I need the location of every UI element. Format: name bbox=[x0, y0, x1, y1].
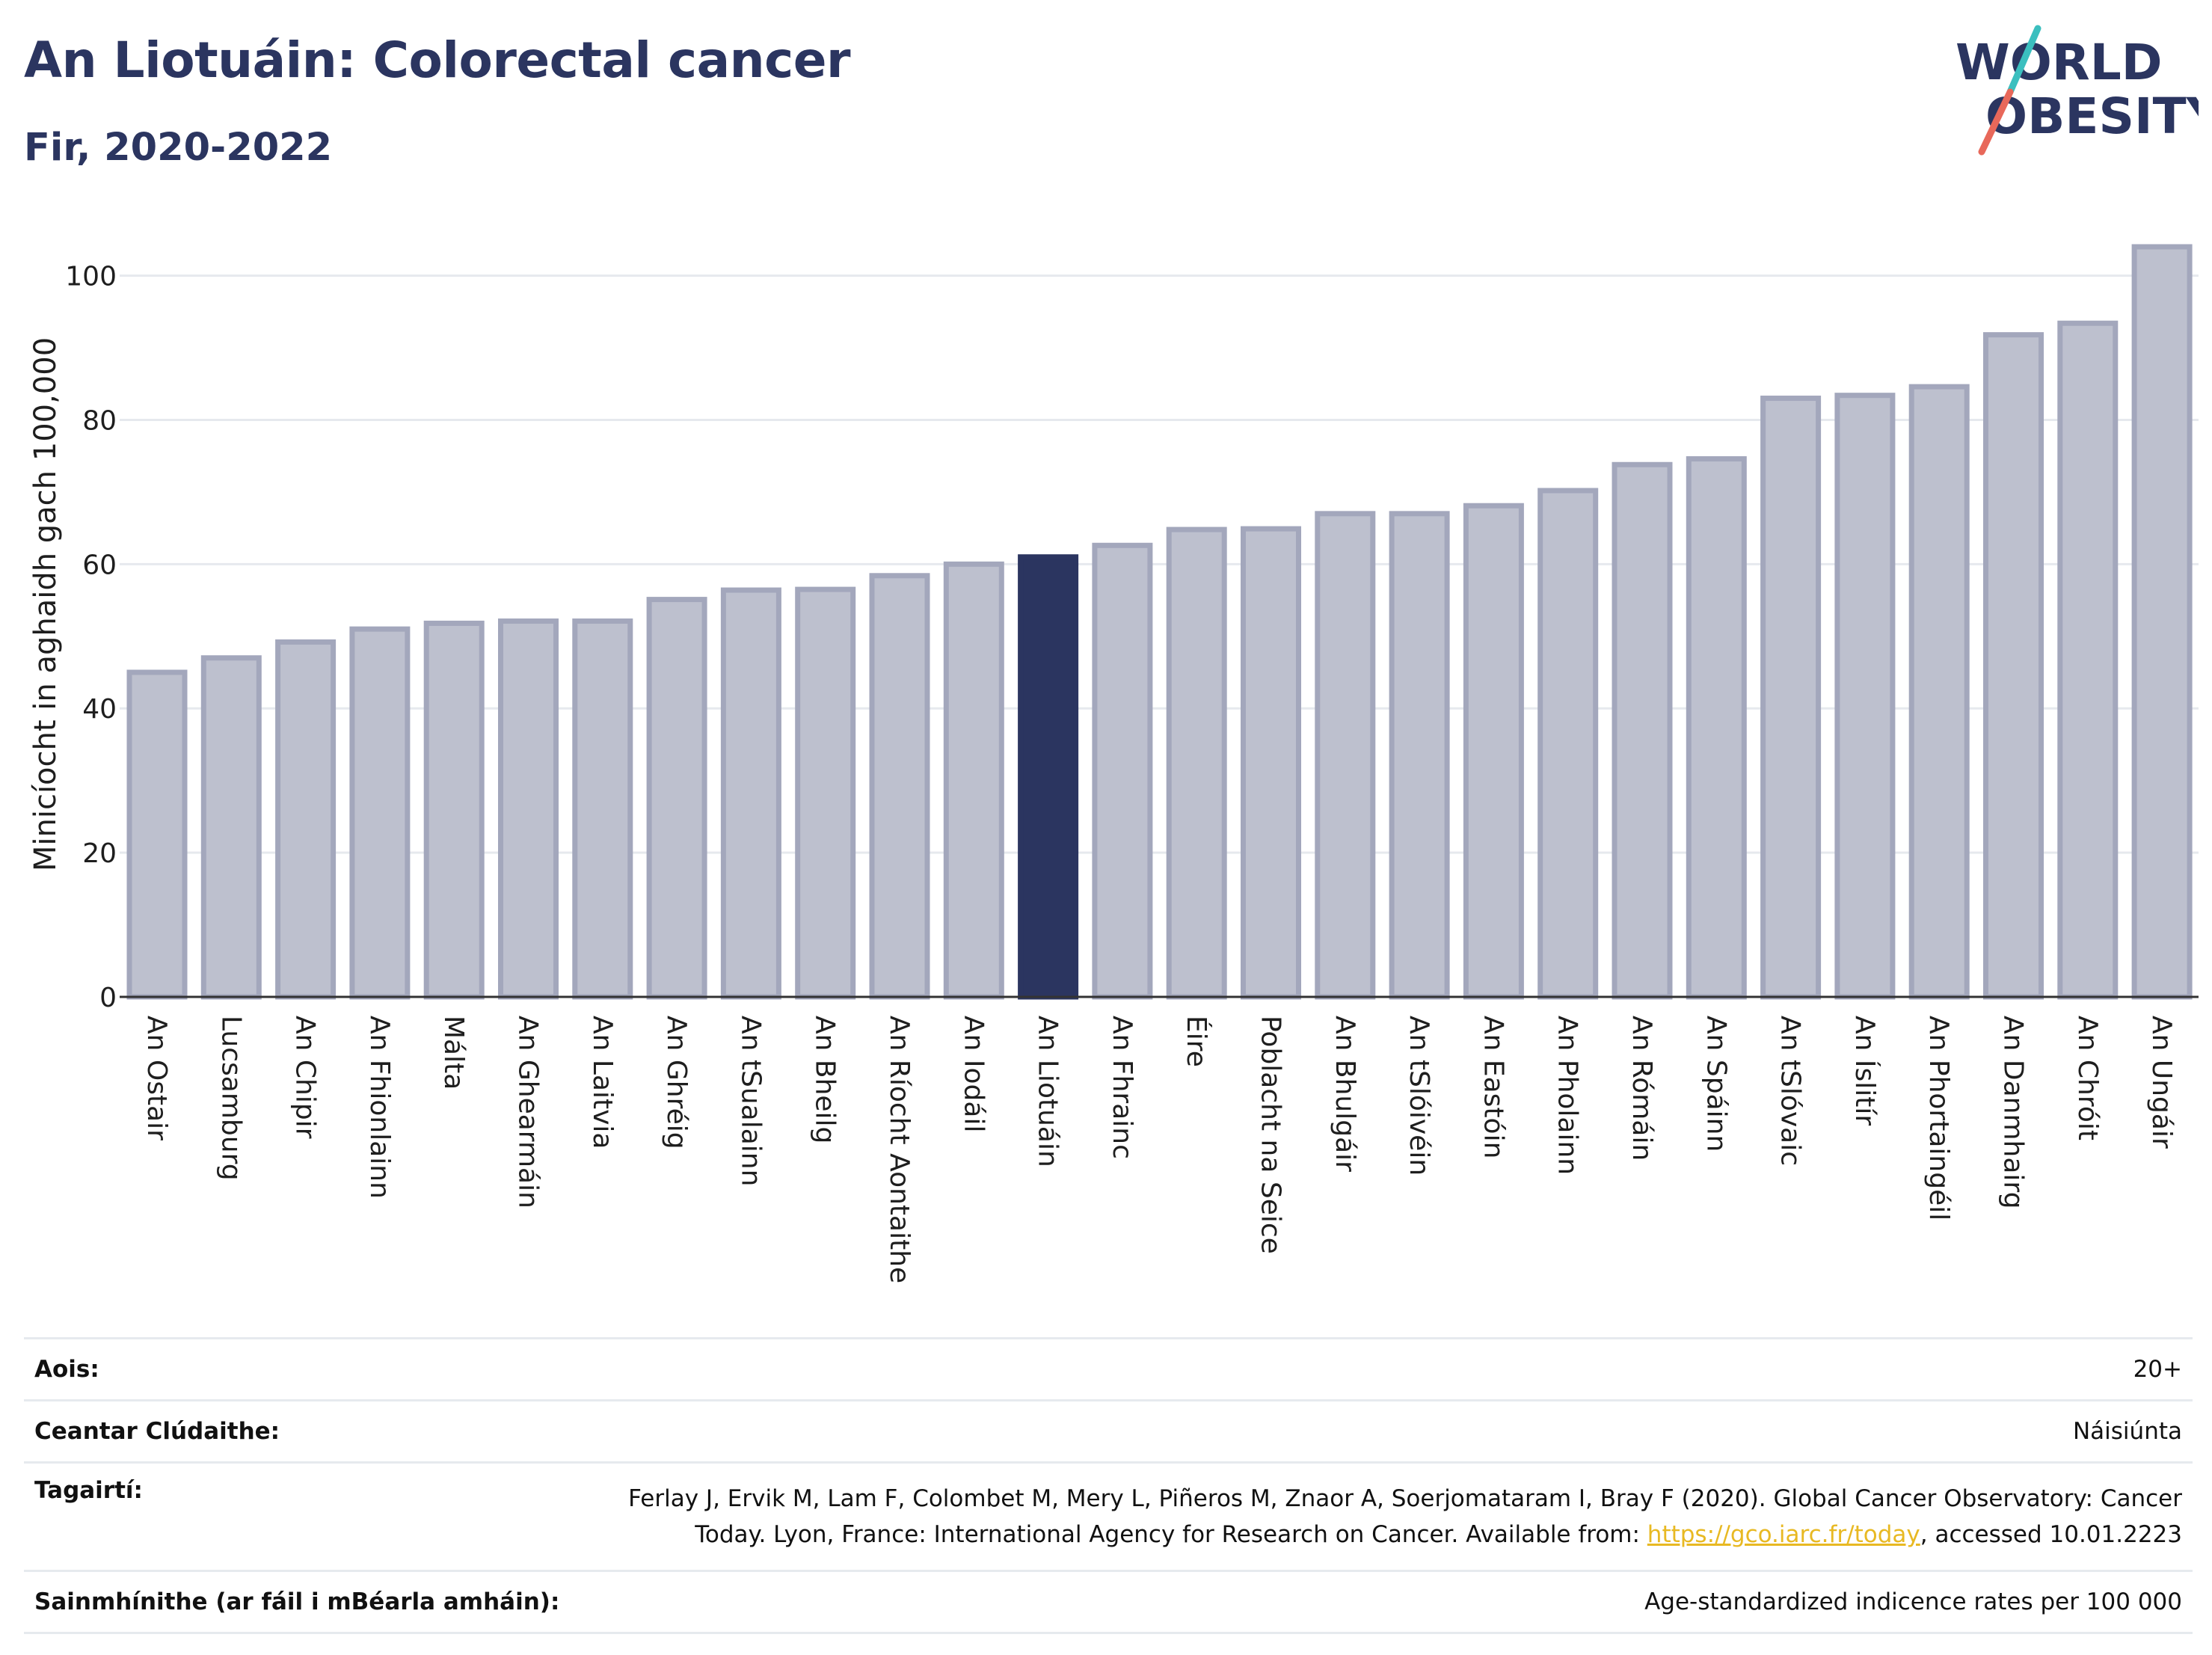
bar bbox=[1241, 526, 1301, 1000]
x-tick-label: An Phortaingéil bbox=[1923, 1016, 1954, 1220]
x-tick-label: An Liotuáin bbox=[1033, 1016, 1063, 1167]
x-tick-label: Poblacht na Seice bbox=[1256, 1016, 1286, 1254]
x-tick-label: Lucsamburg bbox=[215, 1016, 246, 1181]
x-tick-label: An Spáinn bbox=[1701, 1016, 1731, 1152]
world-obesity-logo: WORLD OBESITY bbox=[1956, 25, 2199, 156]
x-tick-label: An tSlóivéin bbox=[1404, 1016, 1434, 1176]
y-axis-title: Minicíocht in aghaidh gach 100,000 bbox=[28, 337, 63, 871]
info-key-age: Aois: bbox=[24, 1337, 571, 1401]
y-tick-label: 20 bbox=[82, 838, 117, 869]
info-row-definitions: Sainmhínithe (ar fáil i mBéarla amháin):… bbox=[24, 1570, 2193, 1634]
y-tick-label: 60 bbox=[82, 550, 117, 580]
chart-title: An Liotuáin: Colorectal cancer bbox=[24, 31, 851, 89]
x-tick-label: An Ghréig bbox=[661, 1016, 692, 1149]
bar bbox=[2057, 320, 2119, 1000]
info-table: Aois: 20+ Ceantar Clúdaithe: Náisiúnta T… bbox=[24, 1337, 2193, 1634]
bars bbox=[126, 244, 2193, 1000]
bar bbox=[1166, 526, 1227, 1000]
bar bbox=[646, 597, 707, 1000]
x-tick-label: An Eastóin bbox=[1478, 1016, 1508, 1158]
info-row-references: Tagairtí: Ferlay J, Ervik M, Lam F, Colo… bbox=[24, 1461, 2193, 1572]
bar bbox=[572, 618, 633, 1000]
reference-line1: Ferlay J, Ervik M, Lam F, Colombet M, Me… bbox=[628, 1485, 2182, 1512]
x-tick-label: An Fhionlainn bbox=[364, 1016, 395, 1199]
x-tick-label: An Ghearmáin bbox=[513, 1016, 544, 1209]
x-tick-label: An Laitvia bbox=[587, 1016, 618, 1149]
info-key-references: Tagairtí: bbox=[24, 1461, 571, 1572]
bar bbox=[423, 620, 485, 1000]
bar bbox=[1612, 461, 1673, 1000]
bar bbox=[1760, 396, 1822, 1000]
info-value-age: 20+ bbox=[570, 1337, 2193, 1401]
x-tick-label: Málta bbox=[438, 1016, 469, 1090]
x-tick-label: An tSualainn bbox=[735, 1016, 766, 1186]
info-value-references: Ferlay J, Ervik M, Lam F, Colombet M, Me… bbox=[570, 1461, 2193, 1572]
logo-slash-bottom bbox=[1978, 88, 2014, 156]
y-tick-label: 80 bbox=[82, 405, 117, 436]
x-tick-label: An Ríocht Aontaithe bbox=[884, 1016, 915, 1283]
bar bbox=[720, 587, 781, 1000]
bar bbox=[349, 626, 411, 1000]
bar bbox=[275, 639, 337, 1000]
x-tick-label: An Ungáir bbox=[2146, 1016, 2177, 1149]
bar bbox=[1686, 456, 1747, 1000]
bar-highlight bbox=[1018, 554, 1079, 1000]
info-row-age: Aois: 20+ bbox=[24, 1337, 2193, 1401]
x-tick-label: Éire bbox=[1181, 1016, 1212, 1067]
chart-subtitle: Fir, 2020-2022 bbox=[24, 126, 333, 170]
bar bbox=[1908, 384, 1970, 1000]
bar bbox=[498, 618, 559, 1000]
bar bbox=[200, 655, 262, 1000]
info-key-definitions: Sainmhínithe (ar fáil i mBéarla amháin): bbox=[24, 1570, 571, 1634]
bar bbox=[1315, 511, 1376, 1000]
y-tick-label: 40 bbox=[82, 694, 117, 725]
bar bbox=[943, 561, 1004, 1000]
x-tick-label: An Chipir bbox=[290, 1016, 321, 1139]
info-key-coverage: Ceantar Clúdaithe: bbox=[24, 1399, 571, 1464]
bar bbox=[869, 573, 930, 1000]
x-tick-label: An Íslitír bbox=[1849, 1016, 1881, 1126]
info-value-coverage: Náisiúnta bbox=[570, 1399, 2193, 1464]
y-tick-label: 0 bbox=[99, 983, 117, 1013]
x-tick-label: An Bheilg bbox=[810, 1016, 841, 1143]
bar bbox=[1092, 542, 1153, 1000]
x-tick-label: An Rómáin bbox=[1626, 1016, 1657, 1161]
bar bbox=[795, 586, 856, 1000]
reference-line2-post: , accessed 10.01.2223 bbox=[1920, 1521, 2182, 1548]
bar bbox=[1463, 503, 1524, 1000]
logo-line1: WORLD bbox=[1956, 34, 2163, 91]
x-tick-label: An Danmhairg bbox=[1998, 1016, 2029, 1209]
y-tick-label: 100 bbox=[65, 262, 117, 292]
x-tick-label: An Fhrainc bbox=[1107, 1016, 1137, 1159]
bar bbox=[1389, 511, 1450, 1000]
category-labels: An Ostair Lucsamburg An Chipir An Fhionlain… bbox=[141, 1016, 2177, 1283]
info-value-definitions: Age-standardized indicence rates per 100… bbox=[570, 1570, 2193, 1634]
x-tick-label: An Pholainn bbox=[1552, 1016, 1583, 1175]
bar bbox=[1537, 488, 1599, 1000]
logo-slash-top bbox=[2006, 25, 2042, 96]
x-tick-label: An Chróit bbox=[2072, 1016, 2103, 1140]
bar bbox=[126, 669, 188, 1000]
bar bbox=[1983, 332, 2044, 1000]
x-tick-label: An Bhulgáir bbox=[1330, 1016, 1360, 1172]
reference-line2-pre: Today. Lyon, France: International Agenc… bbox=[695, 1521, 1647, 1548]
axes: 0 20 40 60 80 100 bbox=[65, 262, 2199, 1013]
logo-line2: OBESITY bbox=[1985, 87, 2199, 145]
x-tick-label: An Iodáil bbox=[958, 1016, 989, 1132]
reference-link[interactable]: https://gco.iarc.fr/today bbox=[1647, 1521, 1920, 1548]
x-tick-label: An tSlóvaic bbox=[1775, 1016, 1806, 1166]
bar bbox=[2131, 244, 2193, 1000]
info-row-coverage: Ceantar Clúdaithe: Náisiúnta bbox=[24, 1399, 2193, 1464]
bar bbox=[1834, 393, 1896, 1000]
x-tick-label: An Ostair bbox=[141, 1016, 172, 1140]
bar-chart: 0 20 40 60 80 100 An Ostair Lucsamburg An Chipi… bbox=[28, 244, 2199, 1283]
